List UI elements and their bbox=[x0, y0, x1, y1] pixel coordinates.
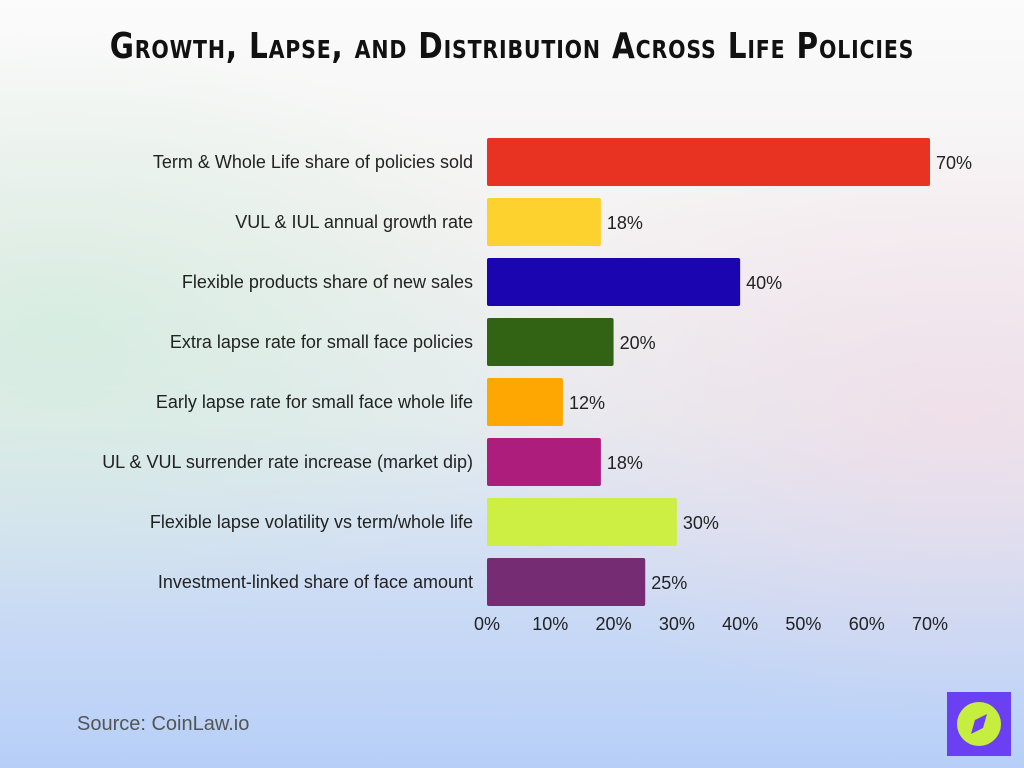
x-tick-label: 20% bbox=[596, 614, 632, 634]
data-label: 18% bbox=[607, 453, 643, 473]
x-tick-label: 30% bbox=[659, 614, 695, 634]
category-label: Early lapse rate for small face whole li… bbox=[156, 392, 473, 412]
data-label: 25% bbox=[651, 573, 687, 593]
category-label: Extra lapse rate for small face policies bbox=[170, 332, 473, 352]
category-label: Flexible lapse volatility vs term/whole … bbox=[150, 512, 473, 532]
source-text: Source: CoinLaw.io bbox=[77, 713, 250, 735]
bar bbox=[487, 378, 563, 426]
data-label: 40% bbox=[746, 273, 782, 293]
chart-title: Growth, Lapse, and Distribution Across L… bbox=[109, 26, 915, 67]
x-tick-label: 50% bbox=[785, 614, 821, 634]
data-label: 18% bbox=[607, 213, 643, 233]
bar bbox=[487, 498, 677, 546]
bar bbox=[487, 198, 601, 246]
bar bbox=[487, 558, 646, 606]
x-tick-label: 60% bbox=[849, 614, 885, 634]
bar-chart: Term & Whole Life share of policies sold… bbox=[102, 138, 972, 634]
compass-icon bbox=[957, 702, 1001, 746]
data-label: 70% bbox=[936, 153, 972, 173]
bar bbox=[487, 258, 741, 306]
data-label: 20% bbox=[620, 333, 656, 353]
category-label: UL & VUL surrender rate increase (market… bbox=[102, 452, 473, 472]
category-label: Flexible products share of new sales bbox=[182, 272, 473, 292]
data-label: 12% bbox=[569, 393, 605, 413]
bar bbox=[487, 318, 614, 366]
x-tick-label: 70% bbox=[912, 614, 948, 634]
category-label: VUL & IUL annual growth rate bbox=[235, 212, 473, 232]
x-tick-label: 0% bbox=[474, 614, 500, 634]
data-label: 30% bbox=[683, 513, 719, 533]
bar bbox=[487, 438, 601, 486]
x-tick-label: 40% bbox=[722, 614, 758, 634]
logo bbox=[947, 692, 1011, 756]
category-label: Investment-linked share of face amount bbox=[158, 572, 473, 592]
bar bbox=[487, 138, 930, 186]
x-tick-label: 10% bbox=[532, 614, 568, 634]
category-label: Term & Whole Life share of policies sold bbox=[153, 152, 473, 172]
